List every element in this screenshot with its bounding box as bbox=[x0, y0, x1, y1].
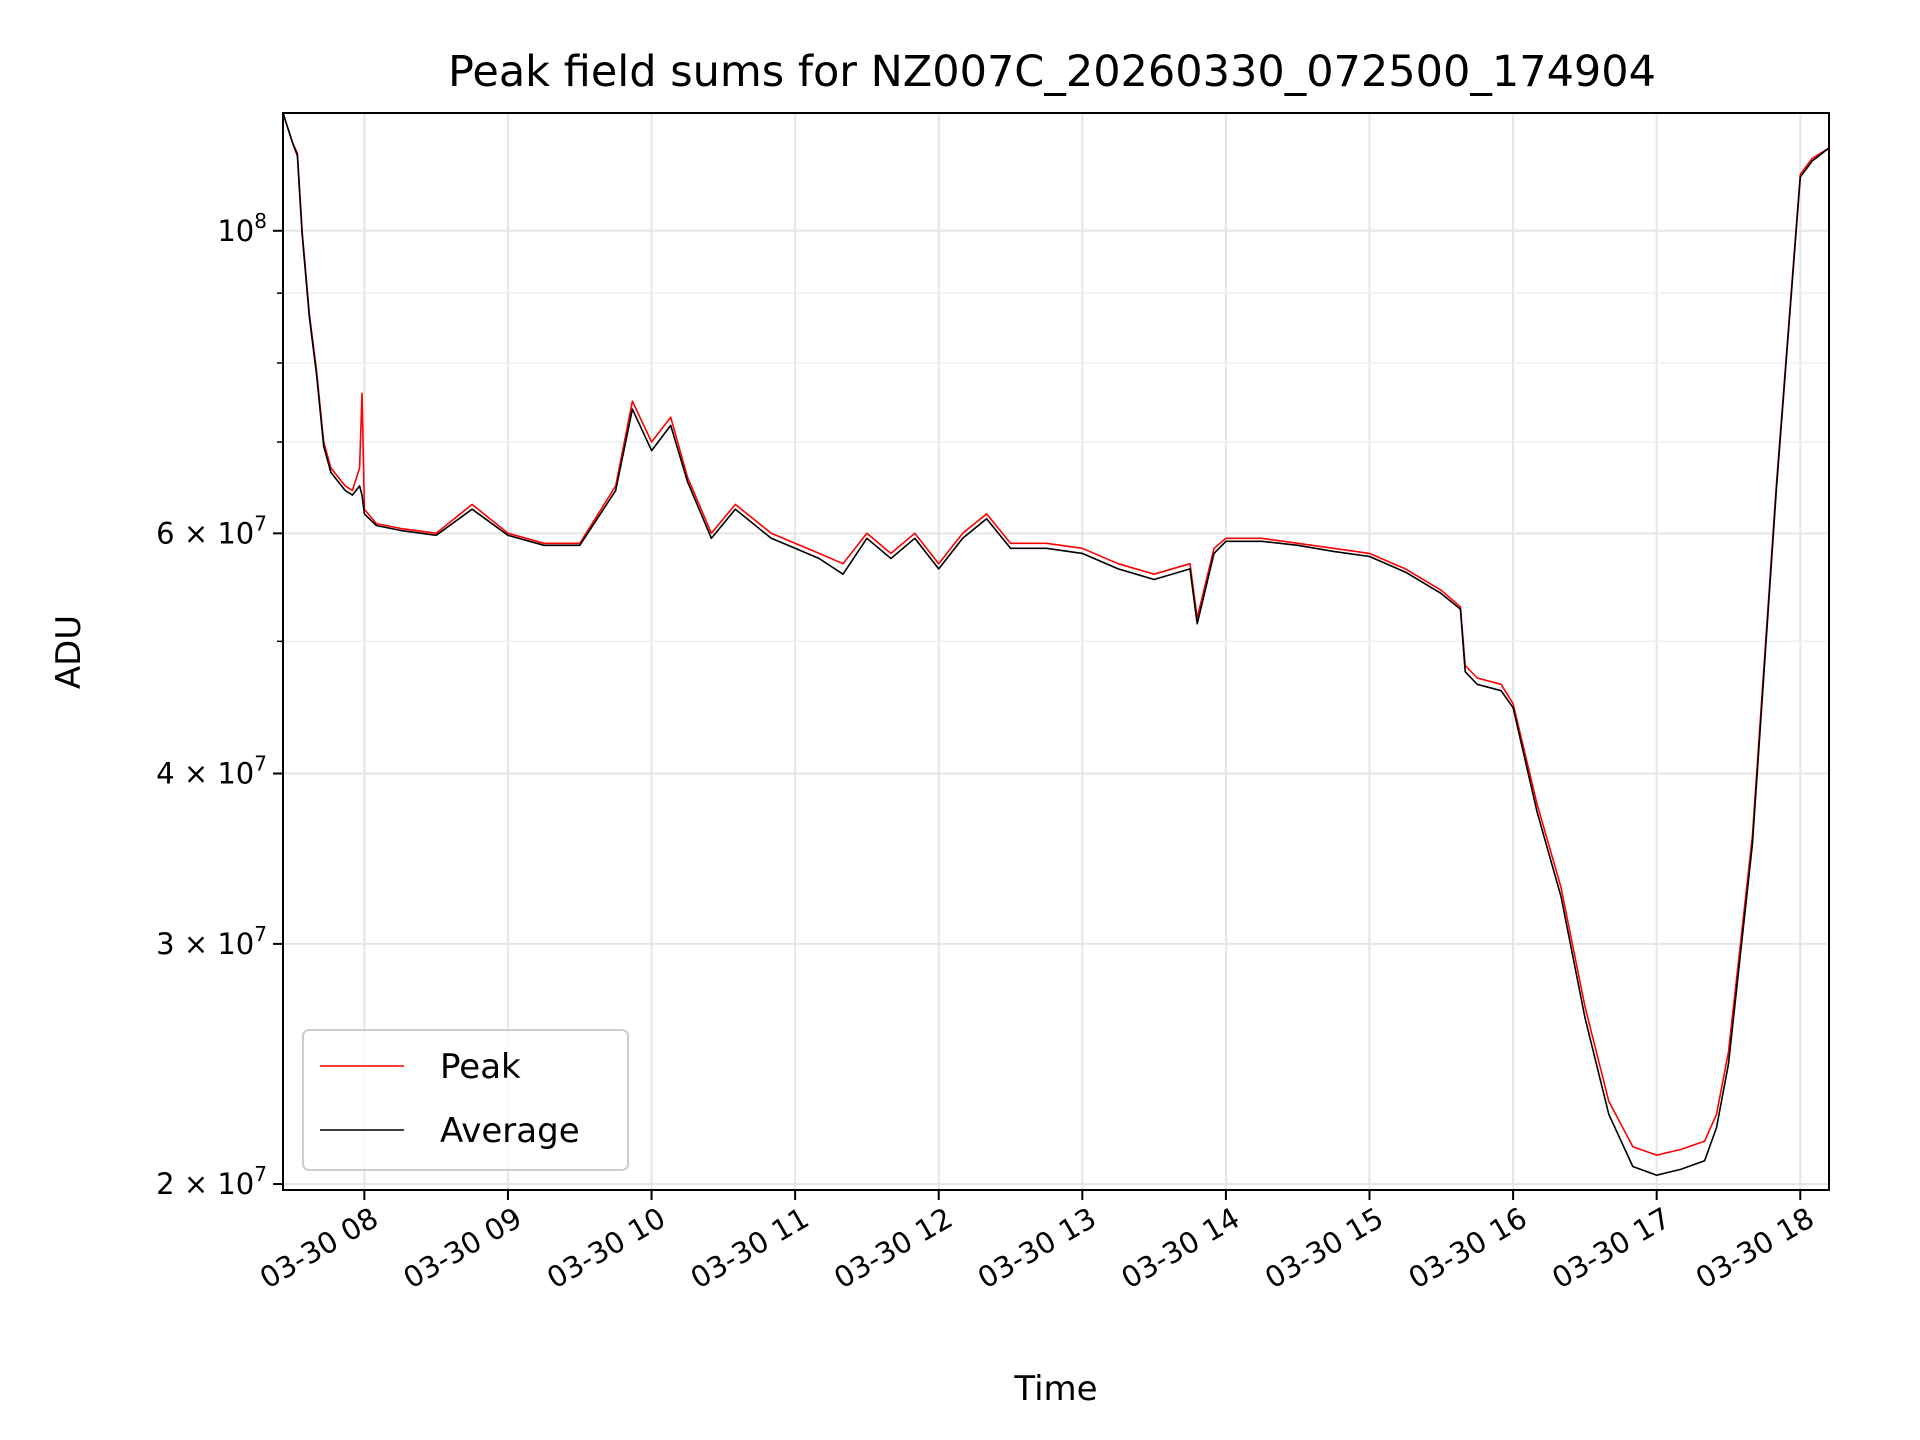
grid bbox=[283, 113, 1829, 1190]
legend-label-peak: Peak bbox=[440, 1047, 521, 1087]
series-line-peak bbox=[282, 112, 1830, 1156]
y-tick-label: 6 × 107 bbox=[156, 511, 267, 550]
legend-label-average: Average bbox=[440, 1111, 580, 1151]
plot-frame bbox=[282, 112, 1830, 1191]
series-line-average bbox=[282, 112, 1830, 1176]
y-tick-label: 108 bbox=[217, 209, 267, 248]
y-tick-label: 2 × 107 bbox=[156, 1162, 267, 1201]
series-layer bbox=[282, 112, 1830, 1176]
y-axis: 2 × 107 3 × 107 4 × 107 6 × 107 108 bbox=[156, 209, 283, 1201]
y-axis-title: ADU bbox=[49, 615, 89, 689]
x-axis-title: Time bbox=[1013, 1369, 1097, 1409]
legend-box bbox=[302, 1029, 629, 1171]
y-tick-label: 4 × 107 bbox=[156, 751, 267, 790]
legend: Peak Average bbox=[302, 1029, 629, 1171]
chart-title: Peak field sums for NZ007C_20260330_0725… bbox=[448, 47, 1656, 97]
y-tick-label: 3 × 107 bbox=[156, 922, 267, 961]
